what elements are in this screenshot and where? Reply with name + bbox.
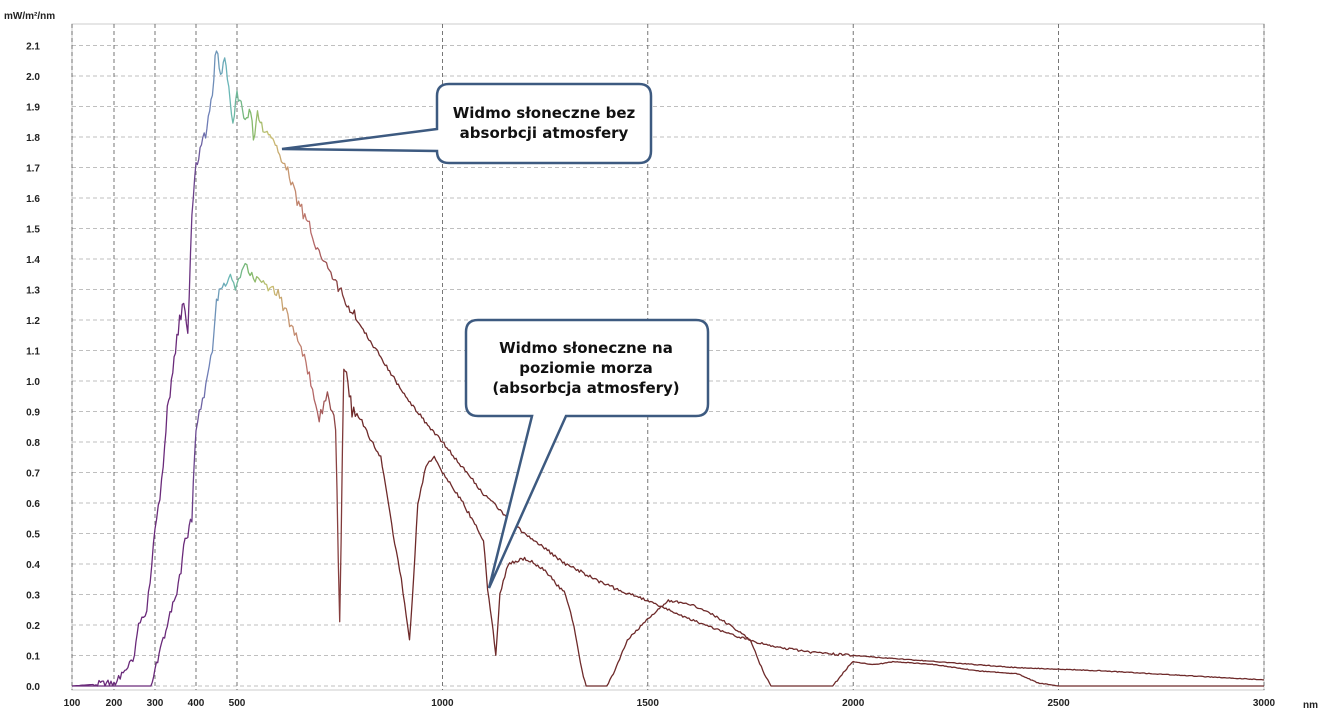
y-tick-label: 0.9 (26, 408, 40, 419)
y-tick-label: 0.3 (26, 591, 40, 602)
series-layer (71, 50, 1265, 687)
series-line-sea-level (72, 262, 1264, 687)
y-tick-label: 1.9 (26, 103, 40, 114)
callout-no-absorption: Widmo słoneczne bez absorbcji atmosfery (281, 82, 653, 165)
y-tick-label: 1.1 (26, 347, 40, 358)
x-tick-labels: 100 200 300 400 500 1000 1500 2000 2500 3000 (64, 698, 1276, 709)
y-tick-label: 0.1 (26, 652, 40, 663)
y-tick-label: 0.0 (26, 682, 40, 693)
callout-no-absorption-line-1: Widmo słoneczne bez (453, 104, 636, 122)
y-tick-label: 1.7 (26, 164, 40, 175)
x-tick-label: 500 (229, 698, 246, 709)
y-tick-label: 0.7 (26, 469, 40, 480)
x-tick-label: 1500 (637, 698, 660, 709)
y-tick-label: 2.0 (26, 72, 40, 83)
x-tick-label: 300 (147, 698, 164, 709)
x-tick-label: 200 (106, 698, 123, 709)
callout-no-absorption-line-2: absorbcji atmosfery (460, 124, 629, 142)
y-tick-labels: 0.0 0.1 0.2 0.3 0.4 0.5 0.6 0.7 0.8 0.9 1.0 1.1 1.2 1… (26, 42, 40, 694)
x-tick-label: 2500 (1047, 698, 1070, 709)
callout-sea-level-line-1: Widmo słoneczne na (499, 339, 673, 357)
y-tick-label: 1.5 (26, 225, 40, 236)
y-tick-label: 0.6 (26, 499, 40, 510)
y-tick-label: 1.8 (26, 133, 40, 144)
y-tick-label: 1.3 (26, 286, 40, 297)
series-line-no-absorption (71, 50, 1265, 687)
callout-sea-level: Widmo słoneczne na poziomie morza (absor… (464, 318, 710, 589)
y-tick-label: 2.1 (26, 42, 40, 53)
x-tick-label: 2000 (842, 698, 865, 709)
x-tick-label: 400 (188, 698, 205, 709)
y-tick-label: 1.4 (26, 255, 40, 266)
x-tick-label: 100 (64, 698, 81, 709)
callout-sea-level-line-3: (absorbcja atmosfery) (492, 379, 679, 397)
y-tick-label: 0.8 (26, 438, 40, 449)
callout-sea-level-bubble (464, 318, 710, 589)
y-tick-label: 0.4 (26, 560, 40, 571)
y-tick-label: 1.2 (26, 316, 40, 327)
callout-no-absorption-bubble (281, 82, 653, 165)
grid-layer (71, 24, 1265, 690)
x-axis-unit-label: nm (1303, 700, 1318, 711)
x-tick-label: 3000 (1253, 698, 1276, 709)
y-tick-label: 1.0 (26, 377, 40, 388)
y-axis-unit-label: mW/m²/nm (4, 11, 55, 22)
y-tick-label: 1.6 (26, 194, 40, 205)
x-tick-label: 1000 (431, 698, 454, 709)
callout-sea-level-line-2: poziomie morza (519, 359, 653, 377)
y-tick-label: 0.5 (26, 530, 40, 541)
y-tick-label: 0.2 (26, 621, 40, 632)
